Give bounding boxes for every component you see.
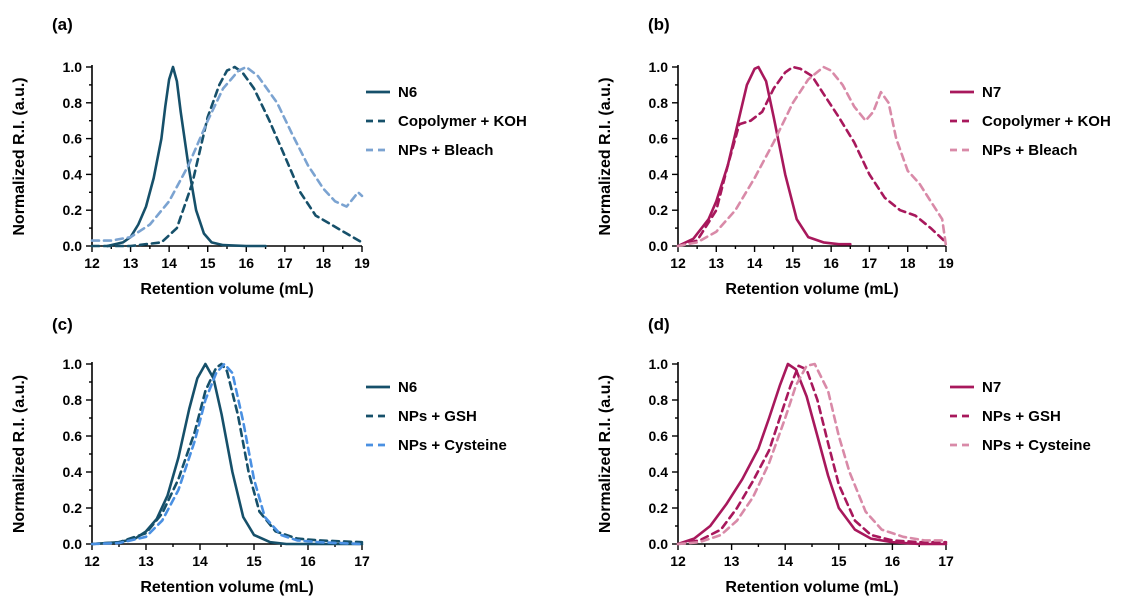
y-tick-label: 0.4 xyxy=(649,464,669,480)
x-tick-label: 18 xyxy=(316,255,332,271)
y-tick-label: 0.6 xyxy=(63,131,83,147)
y-tick-label: 0.4 xyxy=(63,166,83,182)
y-tick-label: 1.0 xyxy=(649,356,669,372)
x-tick-label: 16 xyxy=(300,553,316,569)
x-tick-label: 15 xyxy=(785,255,801,271)
x-tick-label: 19 xyxy=(938,255,954,271)
x-axis-title: Retention volume (mL) xyxy=(140,579,313,596)
panel-label: (a) xyxy=(52,15,73,34)
x-tick-label: 12 xyxy=(670,553,686,569)
y-tick-label: 0.2 xyxy=(63,202,83,218)
y-tick-label: 0.8 xyxy=(649,95,669,111)
series-line-2 xyxy=(90,65,364,248)
x-tick-label: 12 xyxy=(84,255,100,271)
y-axis-title: Normalized R.I. (a.u.) xyxy=(11,77,28,235)
legend-label-3: NPs + Bleach xyxy=(398,142,493,159)
y-axis-title: Normalized R.I. (a.u.) xyxy=(597,375,614,533)
y-tick-label: 0.4 xyxy=(63,464,83,480)
x-tick-label: 12 xyxy=(670,255,686,271)
x-tick-label: 14 xyxy=(777,553,793,569)
legend-label-2: NPs + GSH xyxy=(398,408,477,425)
y-tick-label: 0.6 xyxy=(649,131,669,147)
x-axis-title: Retention volume (mL) xyxy=(725,579,898,596)
panel-label: (b) xyxy=(648,15,670,34)
y-tick-label: 1.0 xyxy=(649,59,669,75)
x-tick-label: 16 xyxy=(238,255,254,271)
y-tick-label: 0.0 xyxy=(649,536,669,552)
legend-label-1: N6 xyxy=(398,84,417,101)
series-line-3 xyxy=(90,65,364,242)
series-line-2 xyxy=(676,65,948,248)
y-tick-label: 0.8 xyxy=(649,392,669,408)
series-line-3 xyxy=(676,65,948,248)
chart-panel-3: (c) 12 13 14 15 16 17 0.0 0.2 0.4 0.6 0.8 1.0 Retenti… xyxy=(11,315,507,596)
series-line-3 xyxy=(676,362,948,546)
y-tick-label: 0.4 xyxy=(649,166,669,182)
y-tick-label: 0.8 xyxy=(63,95,83,111)
x-tick-label: 12 xyxy=(84,553,100,569)
legend-label-2: Copolymer + KOH xyxy=(982,113,1111,130)
y-tick-label: 1.0 xyxy=(63,59,83,75)
x-tick-label: 17 xyxy=(938,553,954,569)
series-line-1 xyxy=(106,65,267,248)
y-tick-label: 0.2 xyxy=(649,500,669,516)
y-tick-label: 1.0 xyxy=(63,356,83,372)
x-tick-label: 14 xyxy=(747,255,763,271)
x-tick-label: 17 xyxy=(862,255,878,271)
series-line-1 xyxy=(676,362,948,546)
y-tick-label: 0.0 xyxy=(63,536,83,552)
y-axis-title: Normalized R.I. (a.u.) xyxy=(597,77,614,235)
legend-label-1: N7 xyxy=(982,379,1001,396)
x-tick-label: 16 xyxy=(885,553,901,569)
x-tick-label: 17 xyxy=(277,255,293,271)
y-tick-label: 0.6 xyxy=(63,428,83,444)
series-line-1 xyxy=(676,65,852,248)
legend-label-1: N7 xyxy=(982,84,1001,101)
x-tick-label: 17 xyxy=(354,553,370,569)
chart-panel-2: (b) 12 13 14 15 16 17 18 19 0.0 0.2 0.4 0.6 0.8 1.0 Ret… xyxy=(597,15,1111,298)
y-tick-label: 0.0 xyxy=(649,238,669,254)
x-tick-label: 15 xyxy=(200,255,216,271)
legend-label-3: NPs + Cysteine xyxy=(982,437,1091,454)
x-tick-label: 15 xyxy=(246,553,262,569)
x-tick-label: 13 xyxy=(123,255,139,271)
chart-panel-4: (d) 12 13 14 15 16 17 0.0 0.2 0.4 0.6 0.8 1.0 Retenti… xyxy=(597,315,1091,596)
x-tick-label: 13 xyxy=(708,255,724,271)
x-tick-label: 13 xyxy=(138,553,154,569)
x-tick-label: 14 xyxy=(192,553,208,569)
legend-label-3: NPs + Bleach xyxy=(982,142,1077,159)
panel-label: (d) xyxy=(648,315,670,334)
x-axis-title: Retention volume (mL) xyxy=(140,281,313,298)
x-tick-label: 16 xyxy=(823,255,839,271)
y-tick-label: 0.2 xyxy=(649,202,669,218)
y-tick-label: 0.8 xyxy=(63,392,83,408)
y-tick-label: 0.0 xyxy=(63,238,83,254)
series-line-1 xyxy=(90,362,364,546)
x-tick-label: 15 xyxy=(831,553,847,569)
x-tick-label: 14 xyxy=(161,255,177,271)
x-axis-title: Retention volume (mL) xyxy=(725,281,898,298)
x-tick-label: 19 xyxy=(354,255,370,271)
legend-label-1: N6 xyxy=(398,379,417,396)
x-tick-label: 18 xyxy=(900,255,916,271)
legend-label-2: NPs + GSH xyxy=(982,408,1061,425)
series-line-2 xyxy=(676,364,948,546)
chart-panel-1: (a) 12 13 14 15 16 17 18 19 0.0 0.2 0.4 0.6 0.8 1.0 Ret… xyxy=(11,15,527,298)
x-tick-label: 13 xyxy=(724,553,740,569)
series-line-3 xyxy=(90,362,364,546)
series-line-2 xyxy=(90,362,364,546)
y-axis-title: Normalized R.I. (a.u.) xyxy=(11,375,28,533)
legend-label-3: NPs + Cysteine xyxy=(398,437,507,454)
panel-label: (c) xyxy=(52,315,73,334)
y-tick-label: 0.6 xyxy=(649,428,669,444)
y-tick-label: 0.2 xyxy=(63,500,83,516)
legend-label-2: Copolymer + KOH xyxy=(398,113,527,130)
